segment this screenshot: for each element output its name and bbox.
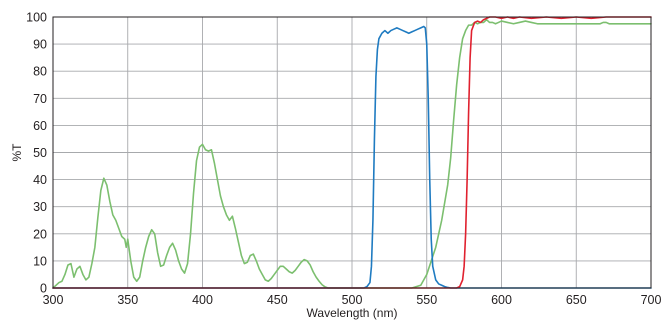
y-tick-labels: 0 10 20 30 40 50 60 70 80 90 100 (26, 11, 47, 296)
x-tick-label: 700 (641, 293, 662, 307)
x-tick-label: 300 (43, 293, 64, 307)
y-tick-label: 80 (33, 65, 47, 79)
y-tick-label: 70 (33, 92, 47, 106)
plot-area-frame (52, 16, 652, 289)
y-tick-label: 60 (33, 119, 47, 133)
x-tick-label: 350 (117, 293, 138, 307)
y-tick-label: 30 (33, 200, 47, 214)
y-tick-label: 0 (40, 282, 47, 296)
x-axis-label: Wavelength (nm) (307, 306, 398, 320)
y-tick-label: 100 (26, 11, 47, 25)
x-tick-label: 450 (267, 293, 288, 307)
y-tick-label: 10 (33, 254, 47, 268)
y-tick-label: 20 (33, 227, 47, 241)
x-tick-labels: 300 350 400 450 500 550 600 650 700 (43, 293, 662, 307)
y-axis-label: %T (10, 143, 24, 162)
x-tick-label: 400 (192, 293, 213, 307)
y-tick-label: 40 (33, 173, 47, 187)
y-tick-label: 90 (33, 38, 47, 52)
grid (53, 17, 651, 288)
series-line-2 (52, 25, 652, 289)
x-tick-label: 550 (416, 293, 437, 307)
x-tick-label: 600 (491, 293, 512, 307)
series-line-1 (52, 18, 652, 289)
y-tick-label: 50 (33, 146, 47, 160)
x-tick-label: 650 (566, 293, 587, 307)
x-tick-label: 500 (342, 293, 363, 307)
